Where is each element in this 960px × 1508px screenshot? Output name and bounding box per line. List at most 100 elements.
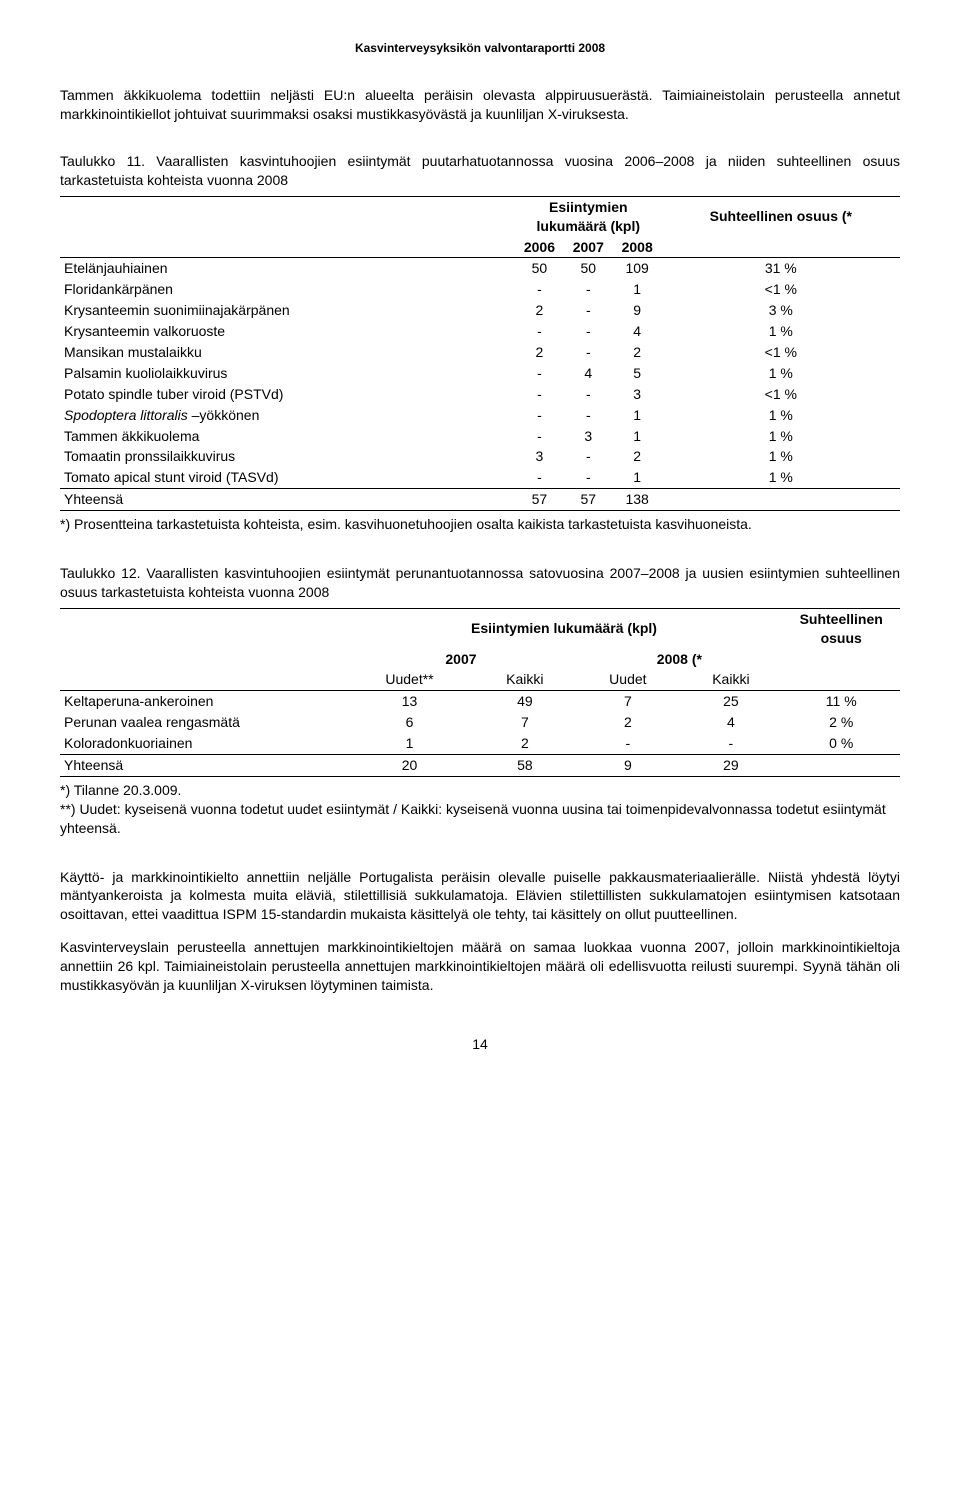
t1-row-pct: 1 % xyxy=(662,446,900,467)
t1-row-pct: <1 % xyxy=(662,384,900,405)
t2-row-v0: 6 xyxy=(346,712,474,733)
t2-sub-3: Kaikki xyxy=(679,669,782,690)
t1-row-v2: 1 xyxy=(613,405,662,426)
t1-row-pct: 1 % xyxy=(662,467,900,488)
t1-row-v1: - xyxy=(564,467,613,488)
t1-total-0: 57 xyxy=(515,489,564,511)
t2-row-v1: 7 xyxy=(473,712,576,733)
t1-row-pct: 1 % xyxy=(662,426,900,447)
t1-row-v2: 2 xyxy=(613,342,662,363)
t1-row-pct: 1 % xyxy=(662,405,900,426)
t1-row-v0: - xyxy=(515,279,564,300)
paragraph-2: Käyttö- ja markkinointikielto annettiin … xyxy=(60,868,900,925)
t2-row-v0: 13 xyxy=(346,691,474,712)
t1-row-label: Etelänjauhiainen xyxy=(60,258,515,279)
t2-row-v2: 7 xyxy=(576,691,679,712)
t1-row-v0: 2 xyxy=(515,300,564,321)
table11-footnote: *) Prosentteina tarkastetuista kohteista… xyxy=(60,515,900,534)
t1-row-v2: 109 xyxy=(613,258,662,279)
t2-pct-header: Suhteellinen osuus xyxy=(800,611,883,646)
t1-pct-header: Suhteellinen osuus (* xyxy=(710,208,852,224)
t1-row-pct: 1 % xyxy=(662,321,900,342)
t1-row-v1: 4 xyxy=(564,363,613,384)
paragraph-3: Kasvinterveyslain perusteella annettujen… xyxy=(60,938,900,995)
t1-row-v0: 2 xyxy=(515,342,564,363)
t1-year-2: 2008 xyxy=(613,237,662,258)
t1-row-v2: 1 xyxy=(613,467,662,488)
t2-sub-0: Uudet** xyxy=(346,669,474,690)
t1-row-pct: 31 % xyxy=(662,258,900,279)
t2-row-pct: 2 % xyxy=(782,712,900,733)
t2-sub-1: Kaikki xyxy=(473,669,576,690)
t1-total-2: 138 xyxy=(613,489,662,511)
table11: Esiintymien lukumäärä (kpl) Suhteellinen… xyxy=(60,196,900,511)
t1-row-pct: <1 % xyxy=(662,279,900,300)
table12-caption: Taulukko 12. Vaarallisten kasvintuhoojie… xyxy=(60,564,900,602)
t1-row-label: Mansikan mustalaikku xyxy=(60,342,515,363)
t1-row-v2: 1 xyxy=(613,279,662,300)
t1-row-pct: <1 % xyxy=(662,342,900,363)
t1-row-pct: 1 % xyxy=(662,363,900,384)
t2-row-v3: 4 xyxy=(679,712,782,733)
t1-row-v2: 5 xyxy=(613,363,662,384)
t2-total-2: 9 xyxy=(576,755,679,777)
t1-row-v2: 4 xyxy=(613,321,662,342)
t2-total-0: 20 xyxy=(346,755,474,777)
t2-total-label: Yhteensä xyxy=(60,755,346,777)
paragraph-intro: Tammen äkkikuolema todettiin neljästi EU… xyxy=(60,86,900,124)
t1-row-v0: 3 xyxy=(515,446,564,467)
t1-total-1: 57 xyxy=(564,489,613,511)
t2-sub-2: Uudet xyxy=(576,669,679,690)
t1-row-v1: - xyxy=(564,384,613,405)
t2-row-v3: 25 xyxy=(679,691,782,712)
t1-row-v0: - xyxy=(515,384,564,405)
t1-row-pct: 3 % xyxy=(662,300,900,321)
t2-row-label: Perunan vaalea rengasmätä xyxy=(60,712,346,733)
t1-row-label: Potato spindle tuber viroid (PSTVd) xyxy=(60,384,515,405)
t1-row-v1: - xyxy=(564,279,613,300)
t1-row-label: Palsamin kuoliolaikkuvirus xyxy=(60,363,515,384)
t1-row-v1: 50 xyxy=(564,258,613,279)
t2-row-v3: - xyxy=(679,733,782,754)
t1-row-label: Tomato apical stunt viroid (TASVd) xyxy=(60,467,515,488)
table12: Esiintymien lukumäärä (kpl) Suhteellinen… xyxy=(60,608,900,777)
t1-row-v0: - xyxy=(515,363,564,384)
page-header: Kasvinterveysyksikön valvontaraportti 20… xyxy=(60,40,900,56)
t1-row-label: Floridankärpänen xyxy=(60,279,515,300)
t1-row-v1: - xyxy=(564,446,613,467)
t2-row-v2: - xyxy=(576,733,679,754)
t2-row-pct: 11 % xyxy=(782,691,900,712)
t1-row-v0: - xyxy=(515,467,564,488)
t2-row-v0: 1 xyxy=(346,733,474,754)
t1-row-v2: 3 xyxy=(613,384,662,405)
t1-year-1: 2007 xyxy=(564,237,613,258)
t1-row-v1: - xyxy=(564,342,613,363)
page-number: 14 xyxy=(60,1035,900,1054)
t2-row-v2: 2 xyxy=(576,712,679,733)
t1-row-label: Tammen äkkikuolema xyxy=(60,426,515,447)
t2-count-header: Esiintymien lukumäärä (kpl) xyxy=(471,620,657,636)
t1-total-pct xyxy=(662,489,900,511)
t2-row-v1: 49 xyxy=(473,691,576,712)
t2-total-1: 58 xyxy=(473,755,576,777)
t1-row-v0: - xyxy=(515,405,564,426)
t2-row-v1: 2 xyxy=(473,733,576,754)
t1-row-label: Spodoptera littoralis –yökkönen xyxy=(60,405,515,426)
t1-row-v1: 3 xyxy=(564,426,613,447)
t1-total-label: Yhteensä xyxy=(60,489,515,511)
t1-row-v2: 2 xyxy=(613,446,662,467)
t1-row-v0: - xyxy=(515,426,564,447)
t2-row-label: Keltaperuna-ankeroinen xyxy=(60,691,346,712)
t2-year-1: 2008 (* xyxy=(576,649,782,670)
t2-row-pct: 0 % xyxy=(782,733,900,754)
t1-row-v0: 50 xyxy=(515,258,564,279)
t1-row-v2: 9 xyxy=(613,300,662,321)
t1-row-label: Tomaatin pronssilaikkuvirus xyxy=(60,446,515,467)
t1-row-v0: - xyxy=(515,321,564,342)
t1-row-v1: - xyxy=(564,300,613,321)
t1-row-v1: - xyxy=(564,321,613,342)
t2-row-label: Koloradonkuoriainen xyxy=(60,733,346,754)
t1-row-label: Krysanteemin suonimiinajakärpänen xyxy=(60,300,515,321)
t1-year-0: 2006 xyxy=(515,237,564,258)
table12-footnote: *) Tilanne 20.3.009.**) Uudet: kyseisenä… xyxy=(60,781,900,838)
